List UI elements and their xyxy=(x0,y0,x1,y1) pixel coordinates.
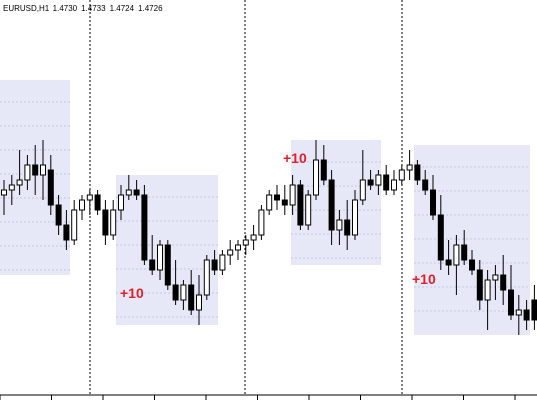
annotation: +10 xyxy=(283,150,307,166)
candle-body xyxy=(414,164,421,181)
candle-body xyxy=(164,244,171,286)
candle-body xyxy=(172,284,179,301)
candle-body xyxy=(8,184,15,191)
candle-body xyxy=(508,289,514,316)
candle-body xyxy=(63,224,70,241)
candle-body xyxy=(305,194,312,226)
candle-body xyxy=(422,179,429,191)
candle-body xyxy=(157,244,163,271)
candle-body xyxy=(359,179,366,201)
candle-body xyxy=(500,274,507,291)
candle-body xyxy=(188,284,195,311)
candle-body xyxy=(406,164,413,171)
candle-body xyxy=(196,294,202,311)
candle-body xyxy=(476,269,483,301)
candle-body xyxy=(110,209,117,236)
candle-body xyxy=(235,244,241,251)
annotation: +10 xyxy=(412,271,436,287)
candle-body xyxy=(336,219,343,231)
header-value: 1.4726 xyxy=(138,4,163,13)
candle-body xyxy=(219,254,226,271)
candle-body xyxy=(149,259,156,271)
symbol: EURUSD,H1 xyxy=(3,4,50,13)
candle-body xyxy=(266,194,273,211)
candle-body xyxy=(180,284,187,301)
candle-body xyxy=(383,174,390,191)
candle-body xyxy=(398,169,405,181)
candle-body xyxy=(250,234,257,241)
header-value: 1.4733 xyxy=(81,4,106,13)
candle-body xyxy=(313,159,319,196)
candle-body xyxy=(320,159,327,181)
candle-body xyxy=(227,249,234,256)
candle-body xyxy=(328,179,335,231)
candle-body xyxy=(32,164,39,176)
candle-body xyxy=(118,194,124,211)
candle-body xyxy=(102,209,109,236)
candle-body xyxy=(344,219,351,236)
candle-body xyxy=(203,259,210,296)
candle-body xyxy=(16,179,23,186)
candle-body xyxy=(133,189,140,196)
candle-body xyxy=(40,164,46,176)
candle-body xyxy=(125,189,132,196)
candle-body xyxy=(47,169,54,206)
candle-body xyxy=(211,259,218,271)
candle-body xyxy=(94,194,101,211)
candle-body xyxy=(515,309,522,316)
candle-body xyxy=(24,164,31,181)
candle-body xyxy=(437,214,444,261)
annotation: +10 xyxy=(120,285,144,301)
candle-body xyxy=(86,194,93,201)
candle-body xyxy=(469,259,475,271)
chart-header: EURUSD,H1 1.4730 1.4733 1.4724 1.4726 xyxy=(3,4,163,13)
candle-body xyxy=(297,184,304,226)
candle-body xyxy=(492,274,499,281)
header-value: 1.4730 xyxy=(53,4,78,13)
candle-body xyxy=(281,199,288,206)
candle-body xyxy=(531,299,537,321)
candle-body xyxy=(79,199,85,211)
candle-body xyxy=(445,259,452,266)
candle-body xyxy=(274,194,280,201)
candle-body xyxy=(461,244,468,261)
candle-body xyxy=(484,279,491,301)
candle-body xyxy=(352,199,358,236)
candle-body xyxy=(367,179,374,186)
candle-body xyxy=(453,244,460,266)
candle-body xyxy=(391,179,397,191)
header-value: 1.4724 xyxy=(110,4,135,13)
candle-body xyxy=(141,194,148,261)
candle-body xyxy=(242,239,249,246)
candle-body xyxy=(71,209,78,241)
candle-body xyxy=(375,174,382,186)
candle-body xyxy=(1,189,7,196)
candle-body xyxy=(430,189,436,216)
candle-body xyxy=(258,209,265,236)
candle-body xyxy=(289,184,296,206)
candle-body xyxy=(55,204,62,226)
candle-body xyxy=(523,309,530,321)
